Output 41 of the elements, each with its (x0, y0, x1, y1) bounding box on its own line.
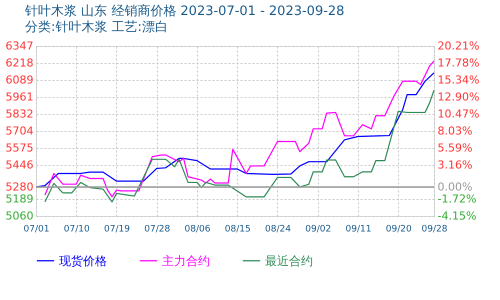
y2-tick-label: -4.15% (438, 210, 476, 222)
y2-tick-label: -1.72% (438, 192, 476, 206)
y-tick-label: 5280 (6, 180, 34, 194)
x-tick-label: 07/10 (64, 224, 90, 234)
y-tick-label: 5832 (6, 108, 34, 121)
y-tick-label: 6089 (6, 74, 34, 87)
y-tick-label: 6347 (6, 40, 34, 52)
y2-tick-label: 3.16% (438, 158, 472, 172)
legend-label: 最近合约 (265, 254, 313, 268)
y2-tick-label: 8.03% (438, 124, 472, 138)
x-tick-label: 09/28 (422, 224, 448, 234)
legend-label: 现货价格 (59, 254, 107, 268)
line-series (44, 60, 435, 198)
x-tick-label: 08/24 (265, 224, 292, 234)
y-tick-label: 5060 (6, 210, 34, 222)
x-tick-label: 09/02 (305, 224, 332, 234)
x-tick-label: 07/19 (104, 224, 130, 234)
x-tick-label: 07/28 (144, 224, 170, 234)
chart-subtitle: 分类:针叶木浆 工艺:漂白 (25, 20, 168, 35)
y2-tick-label: 15.34% (438, 73, 480, 86)
x-tick-label: 09/20 (386, 224, 412, 234)
y-tick-label: 5961 (6, 90, 34, 104)
x-tick-label: 09/11 (346, 224, 372, 234)
chart-title: 针叶木浆 山东 经销商价格 2023-07-01 - 2023-09-28 (24, 4, 344, 19)
y2-tick-label: 17.78% (438, 56, 480, 70)
y2-tick-label: 5.59% (438, 142, 472, 155)
y2-tick-label: 12.90% (438, 90, 480, 104)
x-tick-label: 08/06 (184, 224, 211, 234)
y2-tick-label: 10.47% (438, 107, 480, 120)
x-tick-label: 07/01 (24, 224, 50, 234)
line-series (35, 72, 435, 188)
y2-tick-label: 0.00% (438, 180, 472, 194)
y-tick-label: 5446 (6, 158, 34, 172)
line-series (44, 90, 435, 202)
y-tick-label: 5189 (6, 192, 34, 206)
y-tick-label: 6218 (6, 56, 34, 70)
y-tick-label: 5704 (6, 124, 34, 138)
y-tick-label: 5575 (6, 141, 34, 154)
y2-tick-label: 20.21% (438, 40, 480, 52)
x-tick-label: 08/15 (224, 224, 251, 234)
legend-label: 主力合约 (162, 254, 210, 268)
